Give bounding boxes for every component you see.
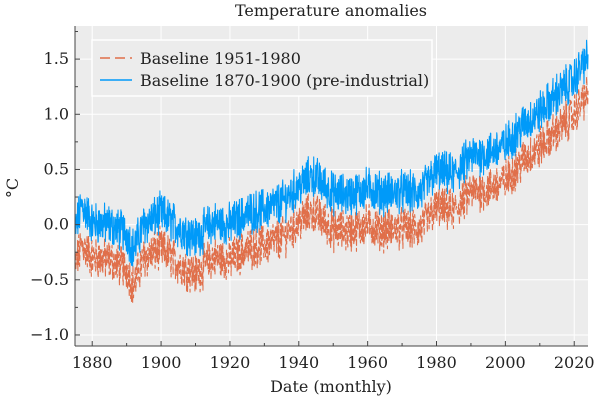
x-tick-label: 1980 — [416, 353, 457, 372]
y-tick-label: 1.5 — [44, 49, 69, 68]
y-tick-label: −1.0 — [30, 325, 69, 344]
y-tick-label: 0.0 — [44, 215, 69, 234]
y-axis-title: °C — [3, 178, 22, 198]
x-tick-label: 2020 — [554, 353, 595, 372]
y-tick-label: −0.5 — [30, 270, 69, 289]
y-tick-label: 1.0 — [44, 104, 69, 123]
legend-label-baseline-1951-1980: Baseline 1951-1980 — [140, 49, 301, 68]
x-tick-label: 1940 — [278, 353, 319, 372]
x-tick-label: 2000 — [485, 353, 526, 372]
x-tick-label: 1920 — [210, 353, 251, 372]
x-axis-title: Date (monthly) — [270, 377, 392, 396]
x-tick-label: 1880 — [72, 353, 113, 372]
series-lines — [74, 39, 589, 303]
chart-title: Temperature anomalies — [235, 1, 427, 20]
series-line-baseline-1951-1980 — [74, 76, 589, 303]
legend-box — [91, 39, 433, 97]
y-tick-label: 0.5 — [44, 159, 69, 178]
x-tick-label: 1960 — [347, 353, 388, 372]
series-line-baseline-1870-1900 — [74, 39, 589, 267]
legend-label-baseline-1870-1900: Baseline 1870-1900 (pre-industrial) — [140, 71, 429, 90]
legend: Baseline 1951-1980 Baseline 1870-1900 (p… — [91, 39, 433, 97]
x-tick-label: 1900 — [141, 353, 182, 372]
axes: 1880 1900 1920 1940 1960 1980 2000 2020 −1.0 −0.5… — [30, 26, 595, 372]
